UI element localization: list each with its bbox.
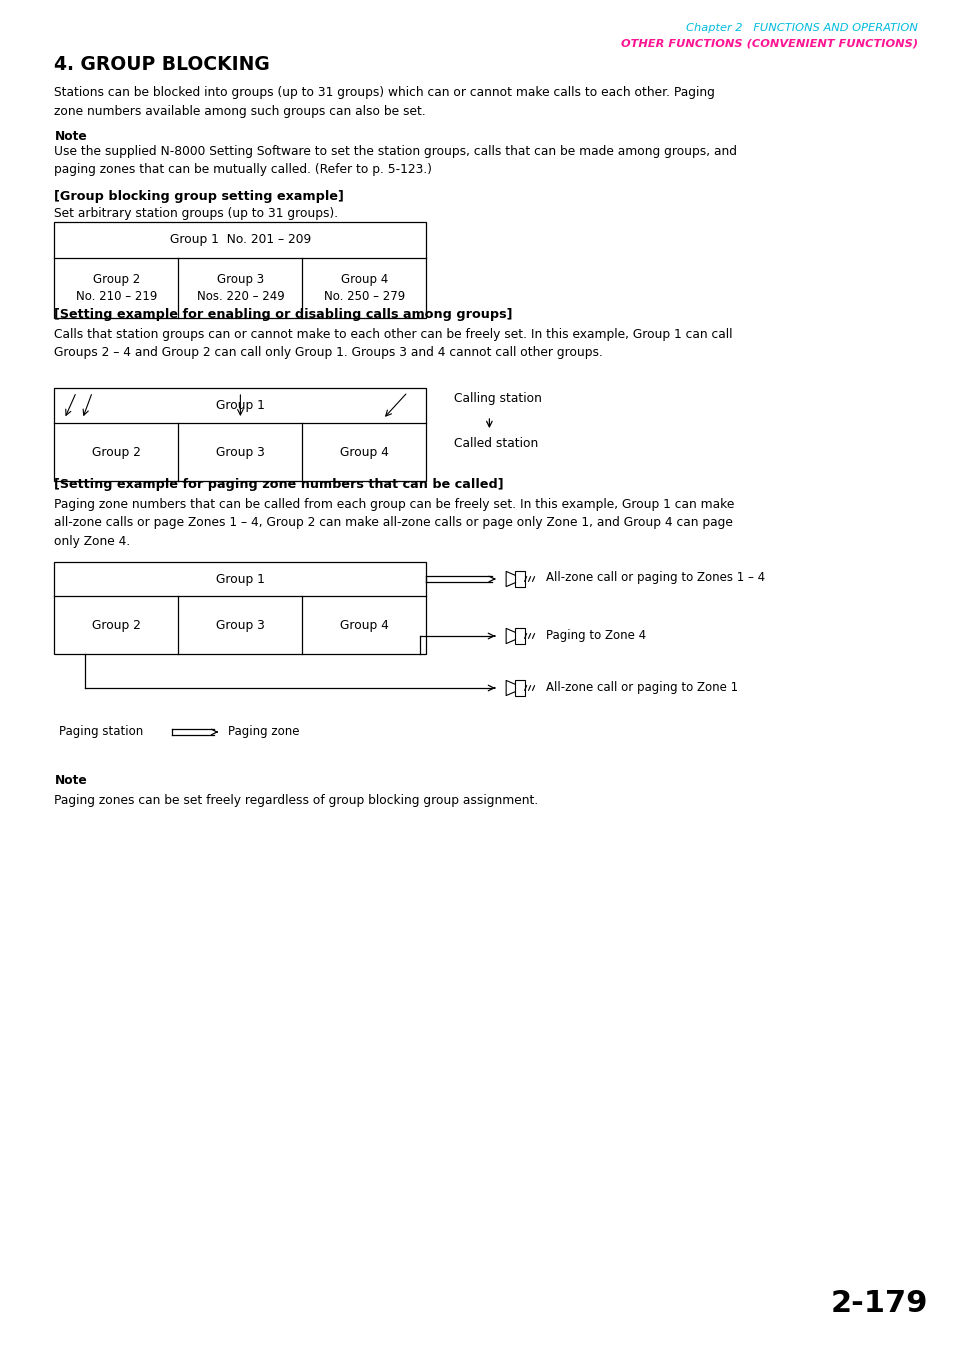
Text: 4. GROUP BLOCKING: 4. GROUP BLOCKING: [54, 55, 270, 74]
Polygon shape: [506, 571, 515, 587]
Text: Group 1  No. 201 – 209: Group 1 No. 201 – 209: [170, 234, 311, 247]
Text: [Group blocking group setting example]: [Group blocking group setting example]: [54, 190, 344, 202]
Text: Called station: Called station: [454, 437, 538, 450]
Text: Paging zone: Paging zone: [228, 725, 299, 738]
Text: Group 4
No. 250 – 279: Group 4 No. 250 – 279: [323, 273, 405, 302]
Bar: [515, 680, 524, 697]
Text: Paging station: Paging station: [59, 725, 144, 738]
Text: Use the supplied N-8000 Setting Software to set the station groups, calls that c: Use the supplied N-8000 Setting Software…: [54, 144, 737, 177]
Text: All-zone call or paging to Zone 1: All-zone call or paging to Zone 1: [545, 680, 738, 694]
Text: Paging zone numbers that can be called from each group can be freely set. In thi: Paging zone numbers that can be called f…: [54, 498, 734, 548]
Text: Group 4: Group 4: [339, 618, 389, 632]
Text: Calling station: Calling station: [454, 392, 541, 405]
Text: Group 3: Group 3: [215, 446, 265, 459]
Bar: [54, 387, 426, 481]
Bar: [515, 571, 524, 587]
Text: Group 4: Group 4: [339, 446, 389, 459]
Bar: [515, 628, 524, 644]
Text: All-zone call or paging to Zones 1 – 4: All-zone call or paging to Zones 1 – 4: [545, 571, 764, 585]
Text: Stations can be blocked into groups (up to 31 groups) which can or cannot make c: Stations can be blocked into groups (up …: [54, 86, 715, 117]
Bar: [54, 221, 426, 319]
Text: Note: Note: [54, 774, 87, 787]
Text: OTHER FUNCTIONS (CONVENIENT FUNCTIONS): OTHER FUNCTIONS (CONVENIENT FUNCTIONS): [620, 38, 917, 49]
Text: Paging to Zone 4: Paging to Zone 4: [545, 629, 645, 641]
Text: Set arbitrary station groups (up to 31 groups).: Set arbitrary station groups (up to 31 g…: [54, 207, 338, 220]
Polygon shape: [506, 680, 515, 695]
Text: [Setting example for enabling or disabling calls among groups]: [Setting example for enabling or disabli…: [54, 308, 513, 321]
Text: Group 3: Group 3: [215, 618, 265, 632]
Polygon shape: [506, 628, 515, 644]
Bar: [54, 562, 426, 653]
Text: Group 3
Nos. 220 – 249: Group 3 Nos. 220 – 249: [196, 273, 284, 302]
Text: Group 1: Group 1: [215, 572, 265, 586]
Text: Group 1: Group 1: [215, 400, 265, 412]
Text: [Setting example for paging zone numbers that can be called]: [Setting example for paging zone numbers…: [54, 478, 503, 491]
Text: Note: Note: [54, 130, 87, 143]
Text: 2-179: 2-179: [829, 1289, 926, 1318]
Text: Calls that station groups can or cannot make to each other can be freely set. In: Calls that station groups can or cannot …: [54, 328, 732, 359]
Text: Group 2: Group 2: [91, 618, 141, 632]
Text: Group 2: Group 2: [91, 446, 141, 459]
Text: Paging zones can be set freely regardless of group blocking group assignment.: Paging zones can be set freely regardles…: [54, 794, 538, 807]
Text: Group 2
No. 210 – 219: Group 2 No. 210 – 219: [75, 273, 157, 302]
Text: Chapter 2   FUNCTIONS AND OPERATION: Chapter 2 FUNCTIONS AND OPERATION: [685, 23, 917, 32]
